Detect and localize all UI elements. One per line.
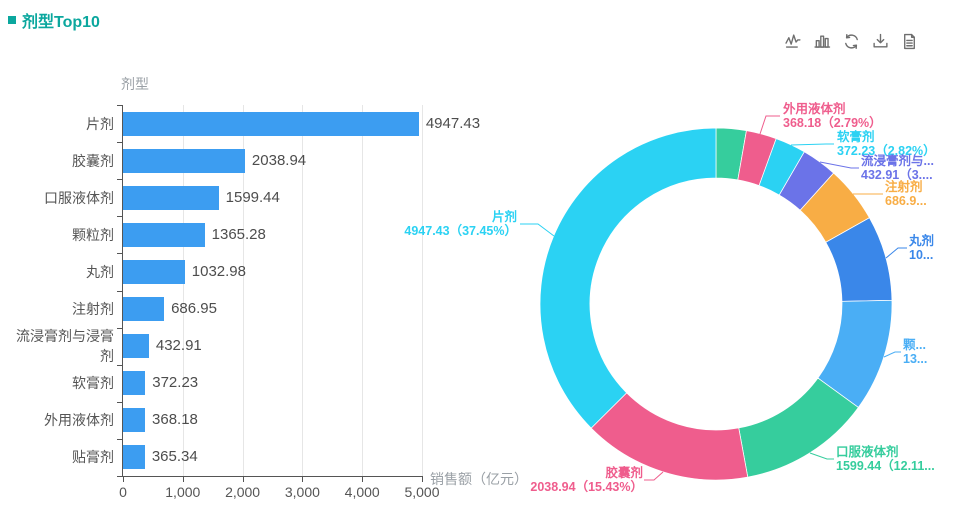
bar[interactable] [123, 371, 146, 396]
gridline [422, 105, 423, 476]
category-label: 贴膏剂 [72, 449, 114, 466]
y-axis-tick [117, 179, 123, 181]
pie-label-leader-line [883, 351, 901, 358]
pie-label: 注射剂 686.9... [885, 180, 927, 208]
category-label: 胶囊剂 [72, 152, 114, 169]
pie-label-leader-line [885, 247, 907, 259]
y-axis-title: 剂型 [121, 76, 149, 92]
refresh-icon [844, 33, 858, 49]
y-axis-tick [117, 142, 123, 144]
x-axis-tick [242, 476, 244, 482]
pie-label: 软膏剂 372.23（2.82%） [837, 130, 936, 158]
donut-svg [520, 115, 907, 481]
bar-value-label: 365.34 [151, 448, 198, 466]
bar[interactable] [123, 259, 185, 284]
switch-to-line-chart-button[interactable] [784, 32, 802, 50]
chart-toolbar [784, 32, 918, 50]
pie-label: 丸剂 10... [909, 234, 935, 262]
bar-plot-area: 0 1,000 2,000 3,000 4,000 5,000 片剂 4947.43 胶囊剂 20… [16, 105, 480, 500]
bar[interactable] [123, 185, 219, 210]
category-label: 注射剂 [72, 301, 114, 318]
x-axis-tick [182, 476, 184, 482]
x-axis-tick-label: 1,000 [165, 484, 201, 500]
pie-label-leader-line [644, 471, 664, 481]
bar[interactable] [123, 111, 419, 136]
donut-chart: 外用液体剂 368.18（2.79%） 软膏剂 372.23（2.82%） 流浸膏剂与.… [404, 60, 959, 506]
x-axis-title: 销售额（亿元） [430, 471, 528, 487]
y-axis-tick [117, 364, 123, 366]
x-axis-tick-label: 4,000 [344, 484, 380, 500]
category-label: 外用液体剂 [44, 412, 114, 429]
pie-label-leader-line [819, 161, 859, 169]
category-label: 流浸膏剂与浸膏剂 [16, 328, 114, 365]
gridline [362, 105, 364, 476]
bar-value-label: 686.95 [171, 300, 217, 318]
category-label: 口服液体剂 [44, 189, 114, 206]
x-axis-tick [362, 476, 364, 482]
bar-value-label: 368.18 [152, 411, 198, 429]
y-axis-tick [117, 105, 123, 106]
category-label: 软膏剂 [72, 375, 114, 392]
download-button[interactable] [871, 32, 889, 50]
page-title: 剂型Top10 [22, 14, 100, 31]
x-axis-tick-label: 2,000 [225, 484, 261, 500]
bar[interactable] [123, 148, 245, 173]
donut-slice[interactable] [539, 127, 717, 429]
x-axis-tick-label: 5,000 [404, 484, 440, 500]
download-icon [872, 33, 888, 48]
bar[interactable] [123, 445, 145, 470]
bar-value-label: 1365.28 [211, 225, 266, 243]
x-axis-tick [302, 476, 304, 482]
category-label: 片剂 [86, 115, 114, 132]
y-axis-tick [117, 216, 123, 218]
line-chart-icon [784, 33, 801, 48]
gridline [182, 105, 184, 476]
data-view-icon [903, 33, 915, 49]
pie-label: 外用液体剂 368.18（2.79%） [783, 102, 882, 130]
y-axis-tick [117, 290, 123, 292]
bar-chart-icon [813, 34, 830, 48]
bar-value-label: 2038.94 [251, 151, 307, 169]
bar-value-label: 372.23 [152, 374, 199, 392]
pie-label: 流浸膏剂与... 432.91（3.... [861, 154, 934, 182]
title-bullet-icon [8, 16, 16, 24]
pie-label: 片剂 4947.43（37.45%） [404, 210, 517, 238]
y-axis-tick [117, 476, 123, 477]
y-axis-tick [117, 253, 123, 255]
x-axis-tick-label: 0 [119, 484, 127, 500]
x-axis-tick [422, 476, 423, 482]
bar[interactable] [123, 297, 165, 322]
y-axis-tick [117, 401, 123, 403]
bar-value-label: 432.91 [155, 337, 202, 355]
data-view-button[interactable] [900, 32, 918, 50]
refresh-button[interactable] [842, 32, 860, 50]
category-label: 颗粒剂 [72, 226, 114, 243]
gridline [302, 105, 304, 476]
bar[interactable] [123, 334, 149, 359]
pie-label-leader-line [809, 452, 834, 460]
pie-label-leader-line [520, 223, 555, 237]
y-axis-tick [117, 327, 123, 329]
bar-chart: 剂型 0 1,000 2,000 3,000 4,000 5,000 片剂 4947.43 胶囊… [0, 60, 530, 506]
category-label: 丸剂 [86, 263, 114, 280]
bar-value-label: 4947.43 [425, 114, 481, 132]
gridline [242, 105, 244, 476]
pie-label: 口服液体剂 1599.44（12.11... [836, 445, 935, 473]
pie-label: 颗... 13... [903, 338, 928, 366]
bar[interactable] [123, 408, 146, 433]
x-axis-tick [123, 476, 124, 482]
bar-value-label: 1032.98 [191, 262, 246, 280]
pie-label-leader-line [790, 143, 834, 146]
bar-value-label: 1599.44 [225, 188, 280, 206]
y-axis-tick [117, 438, 123, 440]
header: 剂型Top10 [8, 8, 100, 32]
bar[interactable] [123, 222, 205, 247]
pie-label: 胶囊剂 2038.94（15.43%） [530, 466, 643, 494]
switch-to-bar-chart-button[interactable] [813, 32, 831, 50]
x-axis-tick-label: 3,000 [284, 484, 320, 500]
pie-label-leader-line [759, 115, 780, 135]
